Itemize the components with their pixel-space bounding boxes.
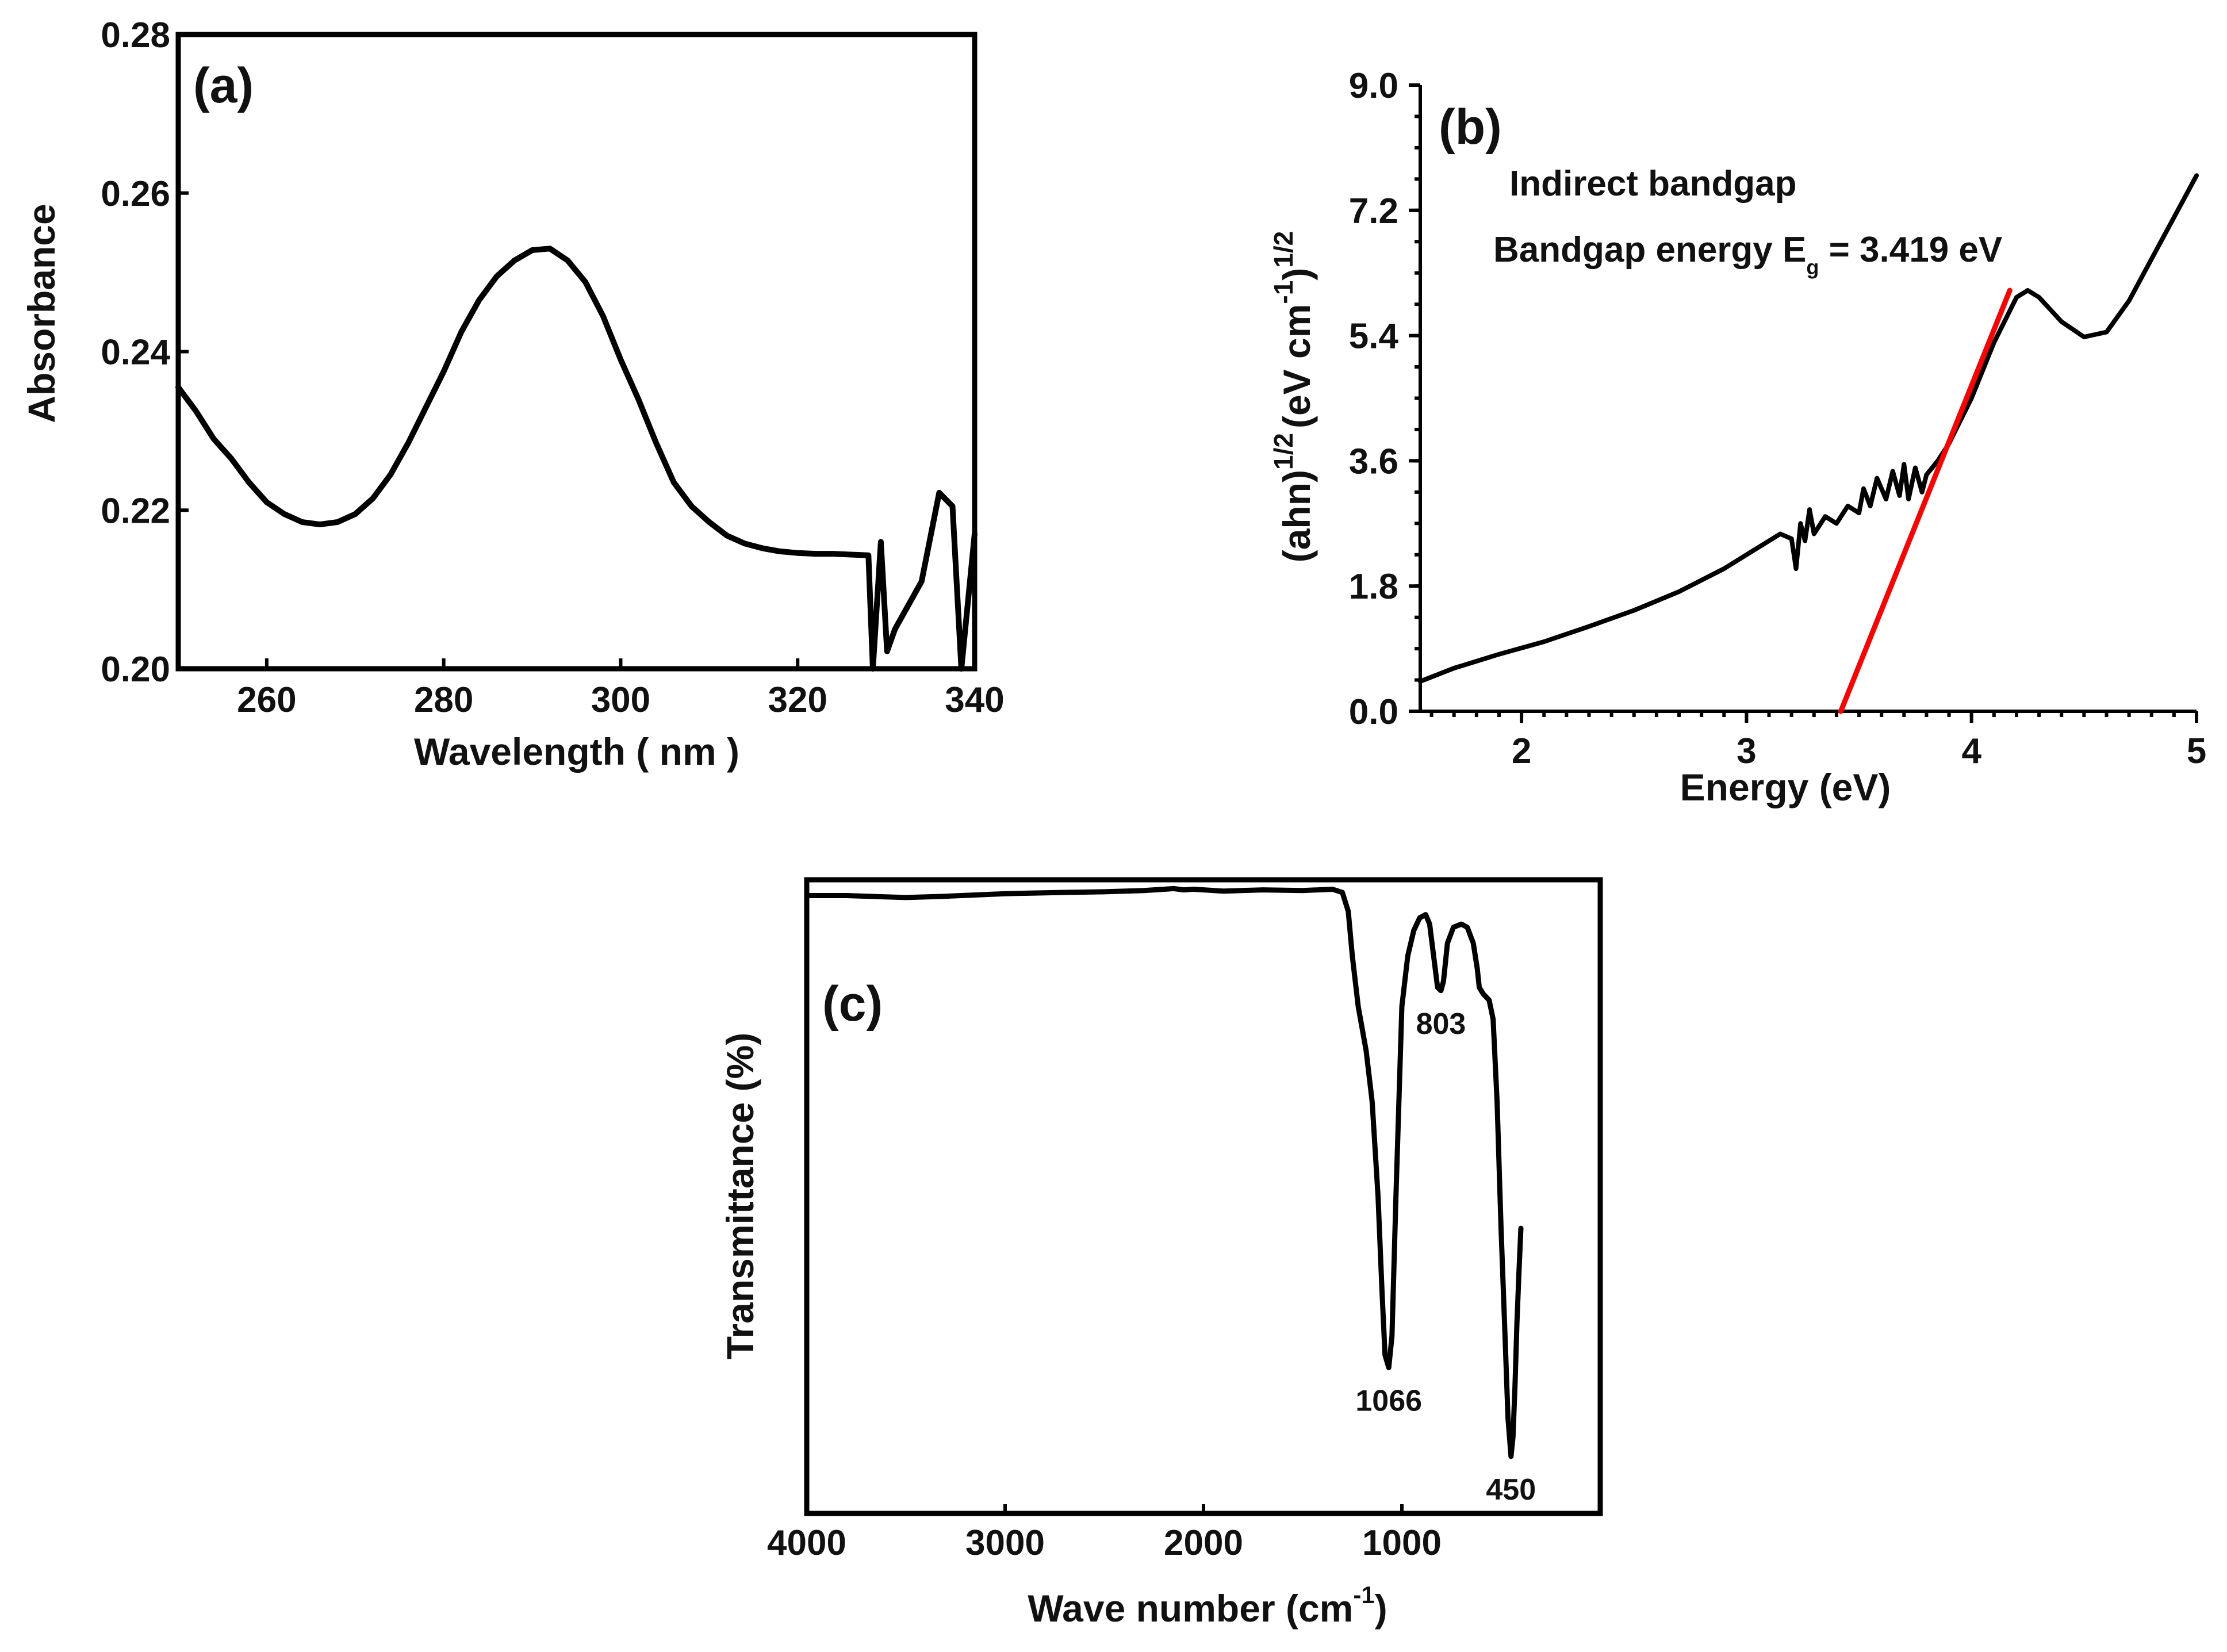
panel-a-plot-frame [175, 32, 978, 672]
panel-b-y-tick-label: 1.8 [1349, 567, 1398, 607]
panel-b-y-tick-label: 0.0 [1349, 692, 1398, 732]
panel-b-x-tick-label: 2 [1512, 731, 1531, 771]
panel-c-peak-label: 803 [1416, 1007, 1466, 1041]
panel-a-absorbance-curve [175, 246, 978, 672]
panel-c-label: (c) [822, 976, 883, 1032]
panel-a-y-tick-label: 0.28 [101, 16, 170, 55]
panel-c-peak-label: 450 [1486, 1473, 1536, 1507]
ylabel-close: ) [1275, 268, 1318, 281]
panel-b-tauc-plot: 2 3 4 5 0.0 1.8 3.6 5.4 7.2 9.0 (b) Indirect ban… [1268, 66, 2206, 808]
ylabel-base: (ahn) [1275, 470, 1318, 562]
panel-c-x-tick-label: 3000 [965, 1523, 1045, 1563]
panel-b-x-tick-label: 4 [1961, 731, 1981, 771]
xlabel-base: Wave number (cm [1028, 1587, 1353, 1630]
panel-a-x-tick-label: 340 [945, 680, 1004, 720]
bandgap-prefix: Bandgap energy E [1493, 230, 1806, 270]
panel-c-x-axis-title: Wave number (cm-1) [1028, 1581, 1387, 1630]
panel-a-y-axis-title: Absorbance [20, 204, 63, 423]
panel-c-plot-frame [804, 877, 1603, 1516]
panel-a-y-tick-label: 0.24 [101, 333, 170, 373]
panel-a-x-axis-title: Wavelength ( nm ) [414, 730, 739, 773]
panel-a-absorbance: 260 280 300 320 340 0.20 0.22 0.24 0.26 0.28 (a)… [20, 16, 1005, 773]
panel-a-x-tick-label: 260 [237, 680, 296, 720]
panel-c-peak-label: 1066 [1355, 1385, 1422, 1418]
panel-a-x-tick-label: 280 [414, 680, 473, 720]
panel-b-y-tick-label: 3.6 [1349, 442, 1398, 481]
panel-b-linear-fit-line [1838, 288, 2013, 714]
panel-b-y-axis-title: (ahn)1/2(eV cm-1)1/2 [1268, 231, 1318, 563]
xlabel-close: ) [1375, 1587, 1387, 1630]
panel-b-y-tick-label: 5.4 [1349, 317, 1399, 357]
panel-c-ftir: 4000 3000 2000 1000 1066 803 450 (c) Wave num… [719, 877, 1603, 1630]
panel-b-x-tick-label: 5 [2187, 731, 2206, 771]
panel-c-x-tick-label: 4000 [767, 1523, 846, 1563]
panel-a-y-tick-label: 0.20 [101, 650, 170, 689]
xlabel-exp: -1 [1353, 1581, 1374, 1608]
panel-b-y-tick-label: 9.0 [1349, 66, 1398, 106]
panel-c-x-tick-label: 1000 [1362, 1523, 1442, 1563]
panel-a-y-tick-label: 0.26 [101, 174, 170, 214]
bandgap-subscript: g [1806, 255, 1819, 279]
panel-c-x-tick-label: 2000 [1164, 1523, 1243, 1563]
panel-a-x-tick-label: 300 [591, 680, 650, 720]
ylabel-exp3: 1/2 [1268, 231, 1298, 268]
panel-b-annotation-indirect: Indirect bandgap [1509, 164, 1796, 204]
ylabel-exp2: -1 [1268, 281, 1298, 304]
panel-b-x-axis-title: Energy (eV) [1680, 766, 1891, 808]
panel-c-y-axis-title: Transmittance (%) [719, 1033, 761, 1359]
panel-b-tauc-curve [1418, 173, 2199, 684]
panel-b-y-tick-label: 7.2 [1349, 191, 1398, 231]
panel-a-y-tick-label: 0.22 [101, 491, 170, 531]
ylabel-exp1: 1/2 [1268, 433, 1298, 470]
panel-b-x-tick-label: 3 [1737, 731, 1756, 771]
panel-a-label: (a) [193, 58, 254, 113]
panel-c-transmittance-curve [804, 886, 1524, 1459]
panel-a-x-tick-label: 320 [768, 680, 827, 720]
bandgap-suffix: = 3.419 eV [1819, 230, 2002, 270]
ylabel-unit: (eV cm [1275, 304, 1318, 428]
panel-b-annotation-bandgap: Bandgap energy Eg = 3.419 eV [1493, 230, 2002, 279]
panel-b-label: (b) [1439, 99, 1502, 155]
